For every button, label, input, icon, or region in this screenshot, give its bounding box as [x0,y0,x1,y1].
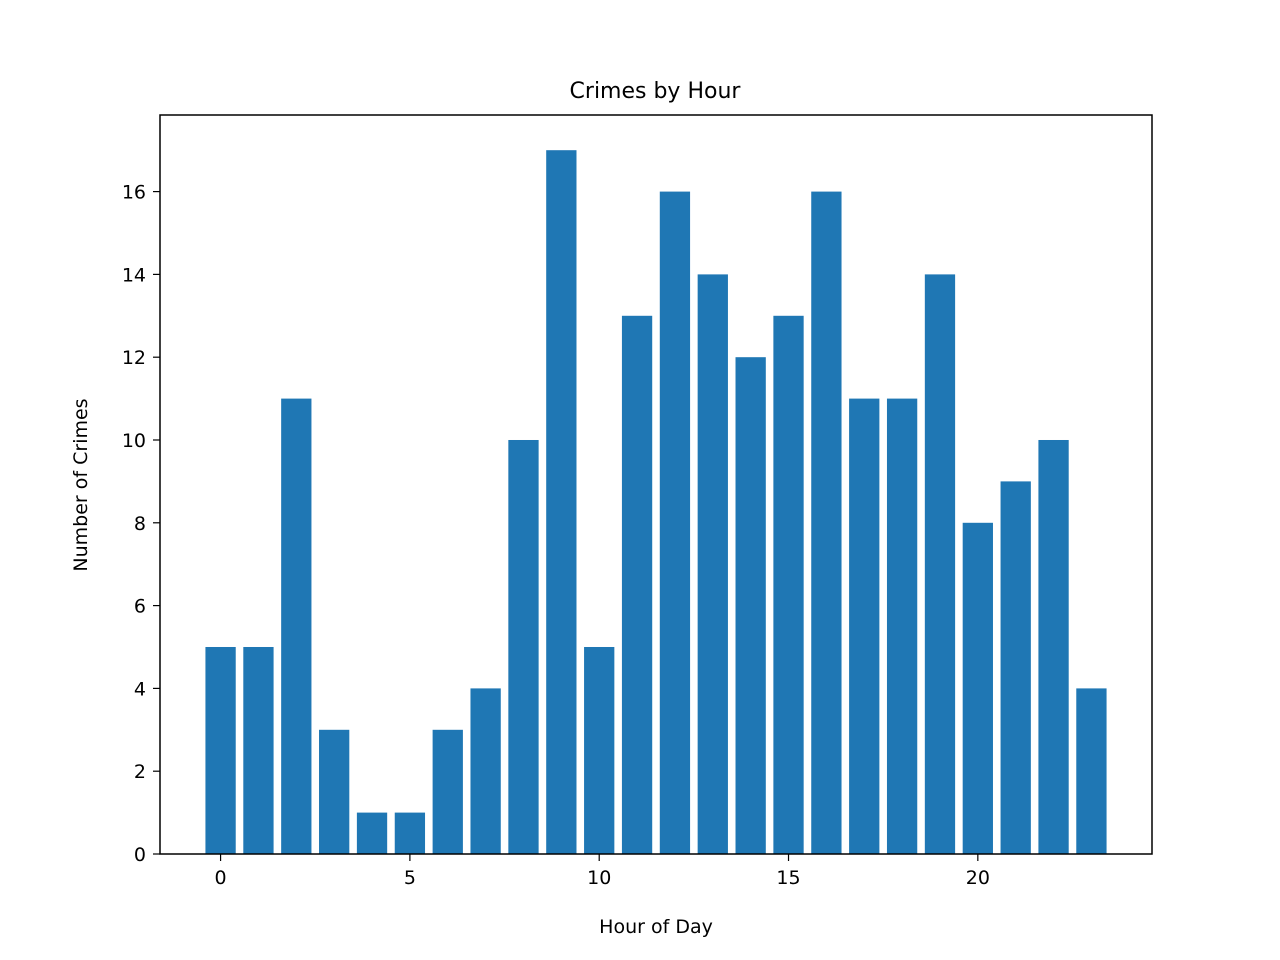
x-tick-label: 0 [215,867,227,889]
bar-hour-20 [962,522,993,854]
bar-hour-3 [319,729,350,854]
y-tick-label: 0 [134,844,146,866]
bar-hour-8 [508,439,539,854]
y-axis-label: Number of Crimes [70,398,92,571]
bar-hour-0 [205,646,236,854]
bar-hour-16 [811,191,842,854]
x-axis-ticks: 0 5 10 15 20 [215,854,990,889]
x-tick-label: 10 [587,867,611,889]
y-tick-label: 10 [122,430,146,452]
bar-hour-7 [470,688,501,854]
bar-hour-17 [849,398,880,854]
bar-hour-19 [924,274,956,854]
bar-hour-9 [546,150,577,854]
bar-hour-11 [621,315,653,854]
y-tick-label: 6 [134,596,146,618]
y-tick-label: 8 [134,513,146,535]
bar-hour-22 [1038,439,1069,854]
bar-hour-1 [243,646,274,854]
bar-hour-12 [659,191,691,854]
bar-hour-15 [773,315,804,854]
y-tick-label: 12 [122,347,146,369]
bar-hour-2 [281,398,312,854]
chart-title: Crimes by Hour [570,79,742,104]
bar-hour-21 [1000,481,1031,854]
bar-hour-10 [584,646,615,854]
bars-group [205,150,1107,854]
bar-hour-13 [697,274,728,854]
y-tick-label: 16 [122,182,146,204]
bar-hour-6 [432,729,463,854]
y-axis-ticks: 0 2 4 6 8 10 12 14 16 [122,182,160,866]
x-tick-label: 5 [404,867,416,889]
bar-hour-14 [735,357,766,854]
bar-hour-5 [394,812,426,854]
y-tick-label: 4 [134,678,146,700]
bar-hour-23 [1076,688,1107,854]
x-tick-label: 20 [966,867,990,889]
plot-frame [159,114,1153,855]
y-tick-label: 14 [122,264,146,286]
bar-hour-18 [886,398,918,854]
x-axis-label: Hour of Day [599,916,713,938]
y-tick-label: 2 [134,761,146,783]
x-tick-label: 15 [776,867,800,889]
bar-hour-4 [356,812,388,854]
